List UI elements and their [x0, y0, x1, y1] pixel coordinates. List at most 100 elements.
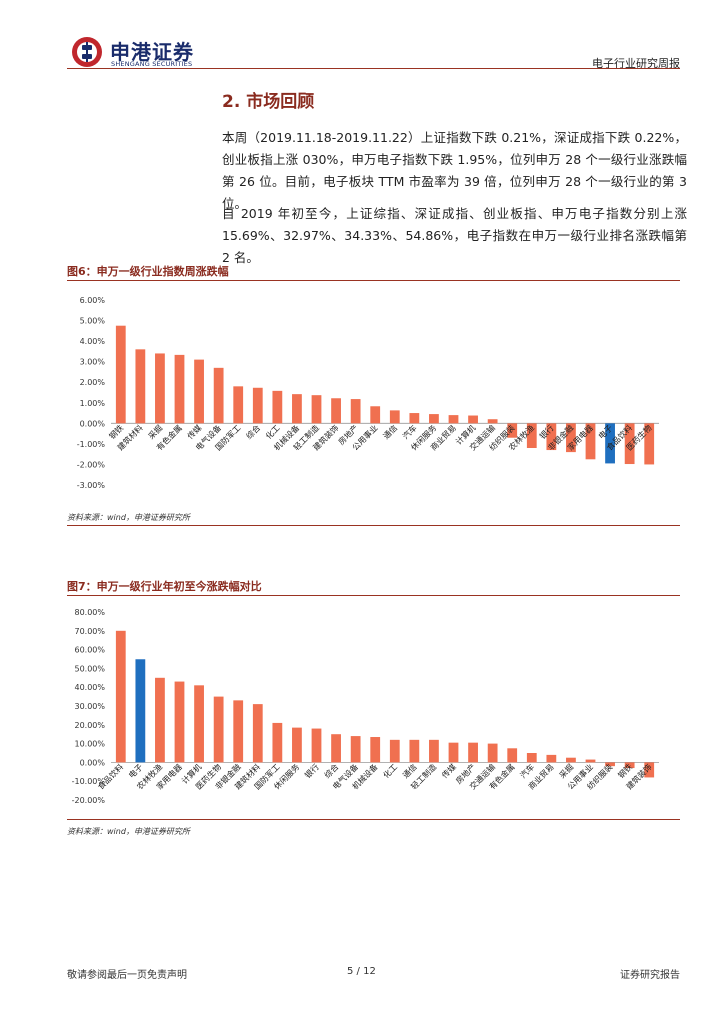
- y-tick-label: 50.00%: [74, 664, 105, 673]
- bar-休闲服务: [292, 727, 302, 763]
- y-tick-label: 0.00%: [80, 758, 106, 767]
- bar-化工: [272, 390, 283, 424]
- figure6-title: 图6：申万一级行业指数周涨跌幅: [67, 265, 229, 278]
- bar-建筑装饰: [331, 398, 341, 424]
- y-tick-label: 3.00%: [80, 358, 106, 367]
- bar-纺织服装: [605, 762, 615, 767]
- bar-电气设备: [350, 736, 361, 763]
- bar-医药生物: [644, 423, 655, 465]
- bar-汽车: [526, 753, 537, 763]
- y-tick-label: 6.00%: [80, 296, 106, 305]
- bar-轻工制造: [311, 395, 322, 424]
- ytd-review-paragraph: 自 2019 年初至今，上证综指、深证成指、创业板指、申万电子指数分别上涨 15…: [222, 206, 687, 265]
- bar-采掘: [566, 757, 576, 763]
- y-tick-label: 4.00%: [80, 337, 106, 346]
- figure6-source: 资料来源：wind，申港证券研究所: [67, 513, 190, 522]
- bar-轻工制造: [429, 739, 439, 763]
- footer-disclaimer: 敬请参阅最后一页免责声明: [67, 970, 187, 981]
- bar-机械设备: [370, 737, 381, 763]
- bar-计算机: [194, 685, 204, 763]
- category-label: 通信: [381, 423, 399, 441]
- figure6-bottom-divider: [67, 525, 680, 526]
- bar-家用电器: [174, 681, 185, 763]
- bar-国防军工: [233, 386, 244, 424]
- bar-国防军工: [272, 722, 283, 763]
- figure7-top-divider: [67, 595, 680, 596]
- ytd-change-chart: 80.00% 70.00% 60.00% 50.00% 40.00% 30.00% 20.0…: [72, 608, 659, 805]
- bar-通信: [409, 739, 420, 763]
- bar-非银金融: [566, 423, 576, 453]
- category-label: 化工: [381, 762, 399, 780]
- bar-钢铁: [624, 762, 635, 769]
- figure6-top-divider: [67, 280, 680, 281]
- bar-农林牧渔: [155, 677, 165, 763]
- bar-非银金融: [233, 700, 244, 763]
- y-tick-label: 5.00%: [80, 317, 106, 326]
- company-logo-icon: [72, 37, 102, 67]
- y-tick-label: -20.00%: [72, 796, 106, 805]
- bar-建筑材料: [252, 704, 263, 763]
- bar-纺织服装: [507, 423, 518, 438]
- y-tick-label: 70.00%: [74, 627, 105, 636]
- bar-电气设备: [213, 367, 224, 424]
- bar-银行: [311, 728, 322, 763]
- y-tick-label: -10.00%: [72, 777, 106, 786]
- bar-休闲服务: [429, 414, 439, 424]
- bar-综合: [331, 734, 341, 763]
- y-tick-label: -1.00%: [77, 440, 106, 449]
- bar-交通运输: [487, 743, 498, 763]
- company-name: 申港证券: [110, 40, 194, 64]
- bar-通信: [389, 410, 400, 424]
- bar-商业贸易: [448, 415, 459, 424]
- bar-食品饮料: [115, 630, 126, 763]
- bar-公用事业: [585, 759, 596, 763]
- bar-食品饮料: [624, 423, 635, 465]
- footer-label: 证券研究报告: [620, 970, 680, 981]
- y-tick-label: 60.00%: [74, 646, 105, 655]
- bar-传媒: [448, 742, 459, 763]
- figure7-source: 资料来源：wind，申港证券研究所: [67, 827, 190, 836]
- bar-建筑装饰: [644, 762, 655, 778]
- bar-有色金属: [507, 748, 518, 763]
- bar-建筑材料: [135, 349, 146, 424]
- bar-综合: [252, 387, 263, 424]
- bar-房地产: [468, 742, 478, 763]
- bar-机械设备: [292, 394, 302, 424]
- figure7-bottom-divider: [67, 819, 680, 820]
- bar-钢铁: [115, 325, 126, 424]
- y-tick-label: 10.00%: [74, 740, 105, 749]
- bar-电子: [135, 659, 146, 763]
- y-tick-label: 80.00%: [74, 608, 105, 617]
- page-number: 5 / 12: [347, 966, 376, 977]
- bar-电子: [605, 423, 615, 464]
- market-review-paragraph: 本周（2019.11.18-2019.11.22）上证指数下跌 0.21%，深证…: [222, 130, 687, 211]
- bar-化工: [389, 739, 400, 763]
- bar-计算机: [468, 415, 478, 424]
- y-tick-label: 1.00%: [80, 399, 106, 408]
- y-tick-label: 40.00%: [74, 683, 105, 692]
- bar-房地产: [350, 399, 361, 424]
- y-tick-label: -3.00%: [77, 481, 106, 490]
- category-label: 综合: [244, 423, 262, 441]
- bar-家用电器: [585, 423, 596, 460]
- bar-农林牧渔: [526, 423, 537, 448]
- category-label: 银行: [303, 762, 321, 780]
- bar-商业贸易: [546, 754, 557, 763]
- bar-有色金属: [174, 354, 185, 424]
- report-type: 电子行业研究周报: [592, 57, 680, 70]
- y-tick-label: 2.00%: [80, 378, 106, 387]
- bar-公用事业: [370, 406, 381, 424]
- company-subtitle: SHENGANG SECURITIES: [111, 60, 193, 68]
- bar-医药生物: [213, 696, 224, 763]
- figure7-title: 图7：申万一级行业年初至今涨跌幅对比: [67, 580, 262, 593]
- bar-汽车: [409, 413, 420, 424]
- bar-传媒: [194, 359, 204, 424]
- bar-采掘: [155, 353, 165, 424]
- y-tick-label: -2.00%: [77, 460, 106, 469]
- weekly-change-chart: 6.00% 5.00% 4.00% 3.00% 2.00% 1.00% 0.00% -1.00…: [77, 296, 659, 490]
- bar-银行: [546, 423, 557, 451]
- section-title: 2. 市场回顾: [222, 92, 315, 112]
- header-divider: [67, 68, 680, 69]
- y-tick-label: 20.00%: [74, 721, 105, 730]
- y-tick-label: 0.00%: [80, 419, 106, 428]
